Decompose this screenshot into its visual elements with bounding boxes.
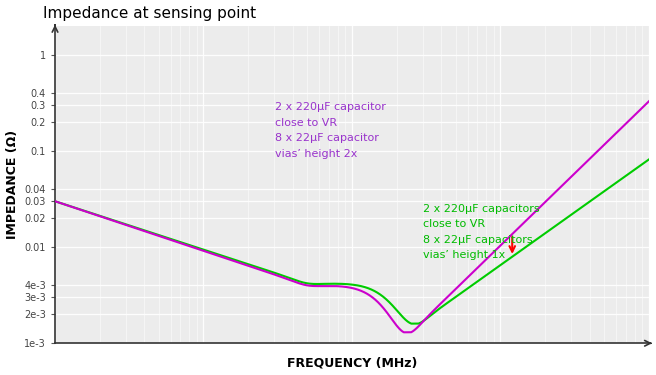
Text: 2 x 220μF capacitor
close to VR
8 x 22μF capacitor
vias’ height 2x: 2 x 220μF capacitor close to VR 8 x 22μF… (275, 102, 386, 159)
Text: Impedance at sensing point: Impedance at sensing point (43, 6, 256, 21)
X-axis label: FREQUENCY (MHz): FREQUENCY (MHz) (287, 357, 417, 369)
Text: 2 x 220μF capacitors
close to VR
8 x 22μF capacitors
vias’ height 1x: 2 x 220μF capacitors close to VR 8 x 22μ… (423, 204, 540, 260)
Y-axis label: IMPEDANCE (Ω): IMPEDANCE (Ω) (5, 130, 18, 239)
